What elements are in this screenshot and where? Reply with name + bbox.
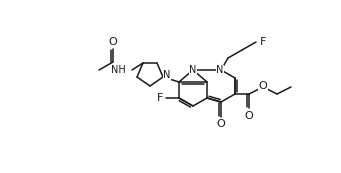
Text: O: O: [217, 119, 225, 129]
Text: F: F: [157, 93, 163, 103]
Text: O: O: [258, 81, 267, 91]
Text: NH: NH: [111, 65, 126, 75]
Text: O: O: [109, 37, 117, 47]
Text: N: N: [163, 70, 171, 80]
Text: N: N: [216, 65, 224, 75]
Text: O: O: [244, 111, 253, 121]
Text: F: F: [260, 37, 266, 47]
Text: N: N: [189, 65, 197, 75]
